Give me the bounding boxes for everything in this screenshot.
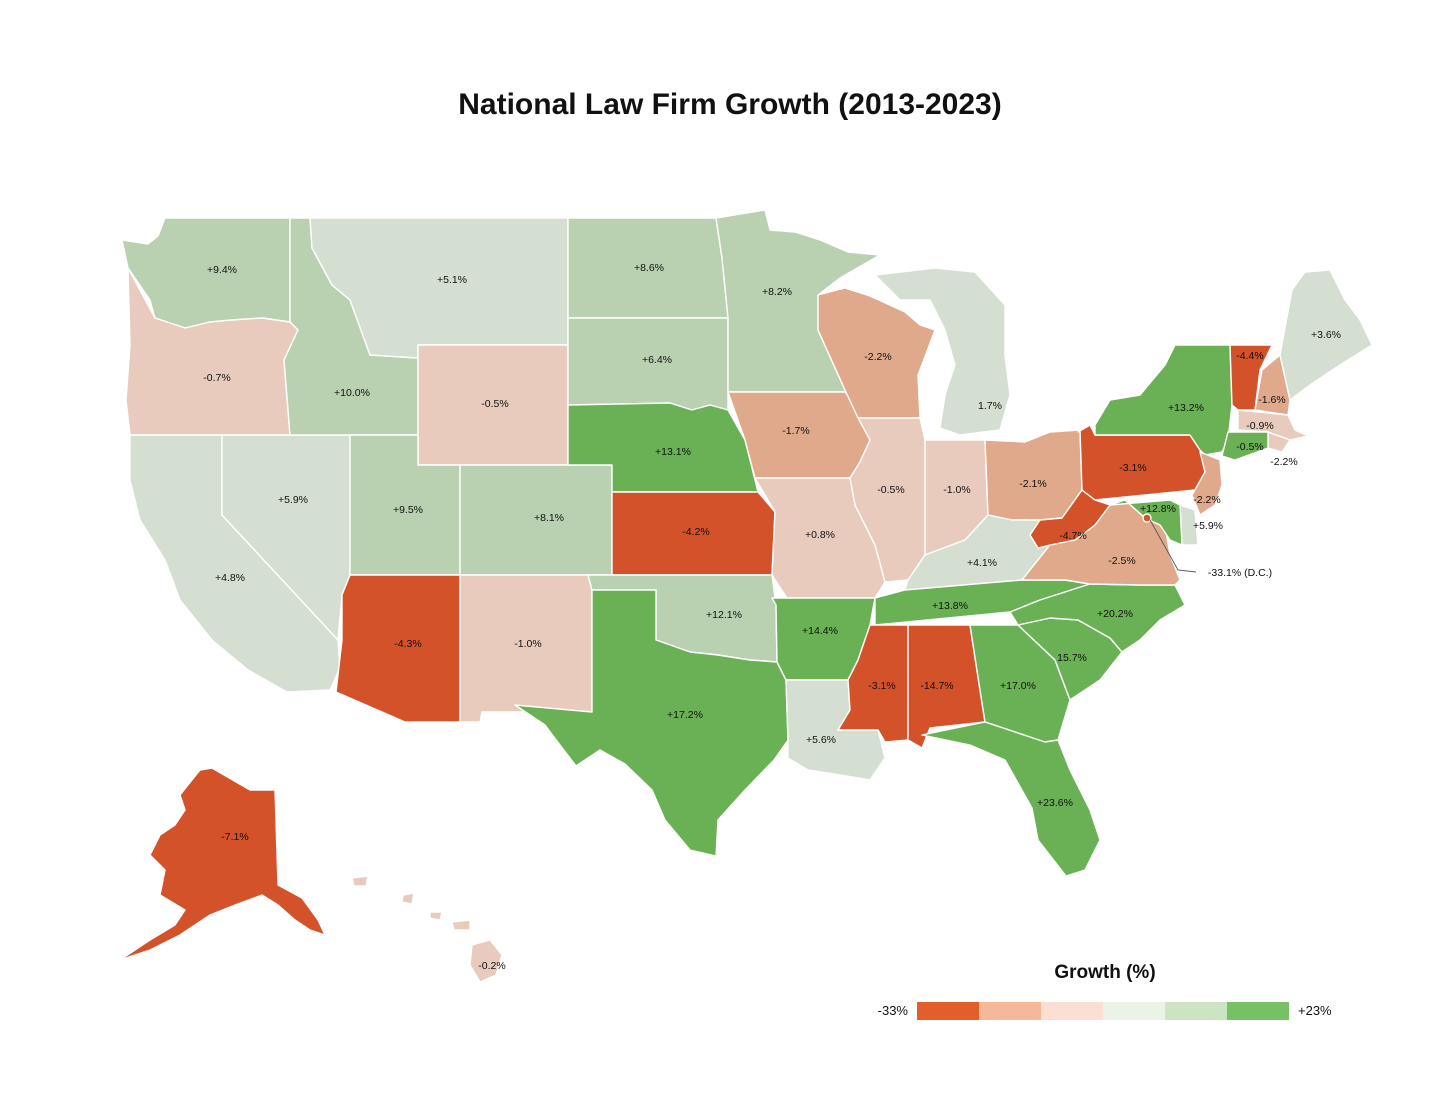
state-label-de: +5.9% <box>1193 520 1223 532</box>
state-label-mt: +5.1% <box>437 274 467 286</box>
state-dc <box>1142 513 1152 523</box>
leader-lines <box>1149 519 1197 573</box>
state-label-ks: -4.2% <box>682 526 709 538</box>
state-label-ct: -2.2% <box>1270 456 1297 468</box>
state-wi <box>817 287 936 419</box>
states-layer <box>119 209 1373 983</box>
state-label-wi: -2.2% <box>864 351 891 363</box>
state-label-al: -14.7% <box>920 680 953 692</box>
state-label-il: -0.5% <box>877 484 904 496</box>
state-label-in: -1.0% <box>943 484 970 496</box>
legend-swatch-5 <box>1165 1002 1227 1020</box>
state-label-ms: -3.1% <box>868 680 895 692</box>
legend-swatch-1 <box>917 1002 979 1020</box>
state-labels: +9.4% -0.7% +4.8% +5.9% +10.0% +5.1% -0.5% +9.5… <box>203 262 1341 972</box>
state-ny <box>1094 344 1233 456</box>
state-ak <box>119 767 326 961</box>
state-nj <box>1191 451 1223 516</box>
state-label-ma: -0.9% <box>1246 420 1273 432</box>
legend-swatch-6 <box>1227 1002 1289 1020</box>
state-label-ut: +9.5% <box>393 504 423 516</box>
state-label-nm: -1.0% <box>514 638 541 650</box>
state-label-ny: +13.2% <box>1168 402 1204 414</box>
state-label-pa: -3.1% <box>1119 462 1146 474</box>
state-label-nd: +8.6% <box>634 262 664 274</box>
state-label-la: +5.6% <box>806 734 836 746</box>
state-label-ne: +13.1% <box>655 446 691 458</box>
state-me <box>1279 269 1373 401</box>
legend-min-label: -33% <box>877 1003 908 1018</box>
state-label-va: -2.5% <box>1108 555 1135 567</box>
state-label-ar: +14.4% <box>802 625 838 637</box>
state-md <box>1109 499 1183 546</box>
state-label-wv: -4.7% <box>1059 530 1086 542</box>
state-label-tx: +17.2% <box>667 709 703 721</box>
state-label-nh: -1.6% <box>1258 394 1285 406</box>
state-label-oh: -2.1% <box>1019 478 1046 490</box>
state-label-wy: -0.5% <box>481 398 508 410</box>
state-label-or: -0.7% <box>203 372 230 384</box>
map-title: National Law Firm Growth (2013-2023) <box>458 88 1002 121</box>
state-label-ca: +4.8% <box>215 572 245 584</box>
legend-swatch-3 <box>1041 1002 1103 1020</box>
state-label-ok: +12.1% <box>706 609 742 621</box>
state-label-mn: +8.2% <box>762 286 792 298</box>
state-mn <box>715 209 881 393</box>
state-label-tn: +13.8% <box>932 600 968 612</box>
state-label-id: +10.0% <box>334 387 370 399</box>
state-label-ri: -0.5% <box>1236 441 1263 453</box>
state-label-fl: +23.6% <box>1037 797 1073 809</box>
state-label-me: +3.6% <box>1311 329 1341 341</box>
state-label-ia: -1.7% <box>782 425 809 437</box>
state-label-vt: -4.4% <box>1236 350 1263 362</box>
dc-leader-line <box>1149 519 1197 573</box>
legend-swatch-2 <box>979 1002 1041 1020</box>
state-nh <box>1254 354 1291 416</box>
state-wv <box>1029 489 1111 549</box>
state-label-mo: +0.8% <box>805 529 835 541</box>
state-label-nv: +5.9% <box>278 494 308 506</box>
state-label-hi: -0.2% <box>478 960 505 972</box>
state-label-dc: -33.1% (D.C.) <box>1208 567 1272 579</box>
state-ma <box>1237 409 1309 441</box>
state-label-az: -4.3% <box>394 638 421 650</box>
state-label-mi: 1.7% <box>978 400 1002 412</box>
state-tx <box>514 589 789 857</box>
state-mi <box>874 267 1011 436</box>
state-fl <box>921 721 1101 877</box>
state-label-sd: +6.4% <box>642 354 672 366</box>
state-label-ak: -7.1% <box>221 831 248 843</box>
state-hi <box>351 875 503 983</box>
state-label-ky: +4.1% <box>967 557 997 569</box>
state-il <box>849 417 926 583</box>
state-ct <box>1221 431 1269 461</box>
legend-max-label: +23% <box>1298 1003 1332 1018</box>
state-label-sc: 15.7% <box>1057 652 1087 664</box>
legend-swatch-4 <box>1103 1002 1165 1020</box>
state-label-md: +12.8% <box>1140 503 1176 515</box>
legend-color-bar <box>917 1002 1289 1020</box>
legend-title: Growth (%) <box>1054 962 1156 983</box>
state-label-nj: -2.2% <box>1193 494 1220 506</box>
state-label-co: +8.1% <box>534 512 564 524</box>
state-label-ga: +17.0% <box>1000 680 1036 692</box>
state-label-wa: +9.4% <box>207 264 237 276</box>
state-label-nc: +20.2% <box>1097 608 1133 620</box>
state-oh <box>984 429 1083 521</box>
